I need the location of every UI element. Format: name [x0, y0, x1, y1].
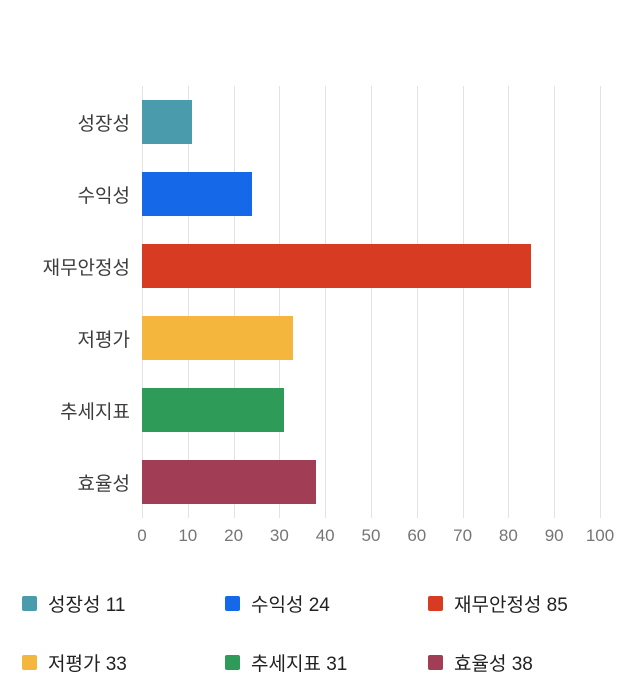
bar-성장성	[142, 100, 193, 144]
bar-재무안정성	[142, 244, 532, 288]
gridline	[187, 86, 189, 518]
x-tick-label: 100	[585, 526, 615, 545]
gridline	[508, 86, 510, 518]
chart-row: 성장성	[0, 86, 640, 158]
gridline	[462, 86, 464, 518]
chart-row: 효율성	[0, 446, 640, 518]
chart-row: 저평가	[0, 302, 640, 374]
x-tick-label: 30	[269, 526, 289, 545]
legend-item[interactable]: 추세지표 31	[225, 649, 428, 676]
x-tick-label: 90	[544, 526, 564, 545]
legend-label: 추세지표 31	[251, 654, 348, 675]
chart-row: 추세지표	[0, 374, 640, 446]
y-axis-label: 추세지표	[60, 401, 130, 423]
x-tick-label: 40	[315, 526, 335, 545]
legend-item[interactable]: 성장성 11	[22, 590, 225, 617]
bar-저평가	[142, 316, 294, 360]
gridline	[325, 86, 327, 518]
gridlines	[142, 86, 601, 518]
legend-item[interactable]: 재무안정성 85	[428, 590, 631, 617]
legend-item[interactable]: 수익성 24	[225, 590, 428, 617]
bar-track	[142, 302, 600, 374]
x-tick-label: 20	[224, 526, 244, 545]
y-axis-label: 저평가	[77, 329, 130, 351]
legend-swatch	[225, 655, 240, 670]
gridline	[279, 86, 281, 518]
legend-swatch	[22, 655, 37, 670]
bar-track	[142, 158, 600, 230]
y-axis-label: 효율성	[77, 473, 130, 495]
bar-track	[142, 374, 600, 446]
bar-track	[142, 86, 600, 158]
legend-item[interactable]: 저평가 33	[22, 649, 225, 676]
x-axis: 0 10 20 30 40 50 60 70 80 90 100	[137, 526, 614, 550]
x-tick-label: 0	[137, 526, 147, 545]
legend-label: 재무안정성 85	[454, 595, 568, 616]
bar-track	[142, 230, 600, 302]
x-tick-label: 70	[453, 526, 473, 545]
x-tick-label: 60	[407, 526, 427, 545]
chart-legend: 성장성 11 수익성 24 재무안정성 85 저평가 33 추세지표 31 효율성 38	[22, 590, 640, 676]
gridline	[233, 86, 235, 518]
gridline	[416, 86, 418, 518]
chart-row: 수익성	[0, 158, 640, 230]
gridline	[371, 86, 372, 518]
legend-label: 효율성 38	[454, 654, 533, 675]
gridline	[600, 86, 601, 518]
legend-swatch	[225, 596, 240, 611]
bar-효율성	[142, 460, 317, 504]
legend-label: 수익성 24	[251, 595, 330, 616]
x-tick-label: 80	[498, 526, 518, 545]
bar-수익성	[142, 172, 252, 216]
x-tick-label: 10	[178, 526, 198, 545]
gridline	[554, 86, 556, 518]
legend-swatch	[428, 596, 443, 611]
legend-swatch	[22, 596, 37, 611]
bar-추세지표	[142, 388, 284, 432]
x-tick-label: 50	[361, 526, 381, 545]
chart-row: 재무안정성	[0, 230, 640, 302]
y-axis-label: 성장성	[77, 113, 130, 135]
y-axis-label: 재무안정성	[42, 257, 130, 279]
legend-label: 성장성 11	[48, 595, 126, 616]
gridline	[142, 86, 143, 518]
bar-track	[142, 446, 600, 518]
legend-item[interactable]: 효율성 38	[428, 649, 631, 676]
y-axis-label: 수익성	[77, 185, 130, 207]
legend-swatch	[428, 655, 443, 670]
legend-label: 저평가 33	[48, 654, 127, 675]
